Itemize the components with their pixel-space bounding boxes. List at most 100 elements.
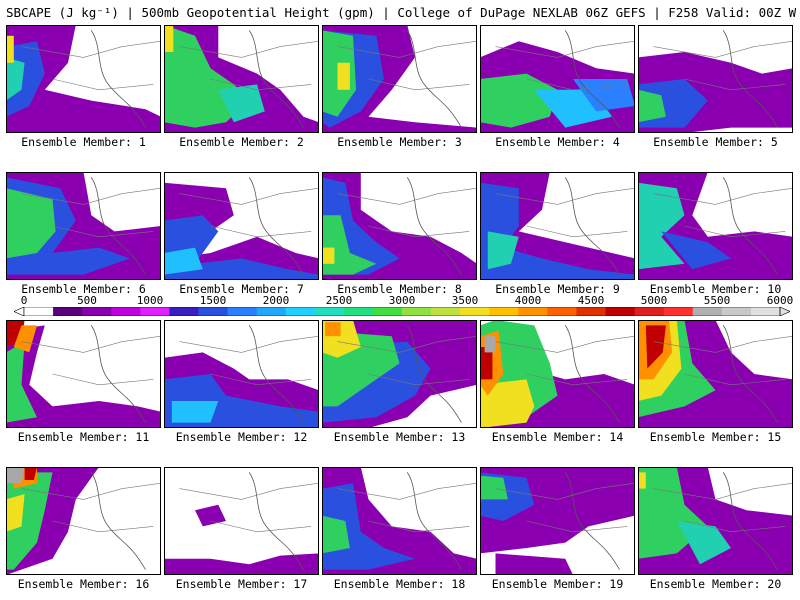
state-border	[368, 373, 470, 386]
cape-shading	[164, 182, 319, 280]
panel-label: Ensemble Member: 3	[337, 135, 462, 149]
colorbar-bin	[431, 307, 461, 316]
colorbar-bin	[169, 307, 199, 316]
ensemble-panel-13: Ensemble Member: 13	[322, 320, 477, 444]
coastline	[90, 177, 146, 275]
cape-map-image	[6, 467, 161, 575]
cape-shading	[480, 475, 508, 500]
cape-shading	[6, 41, 45, 117]
panel-label: Ensemble Member: 5	[653, 135, 778, 149]
cape-shading	[6, 35, 14, 63]
state-border	[210, 225, 312, 238]
coastline	[248, 177, 304, 275]
state-border	[368, 520, 470, 533]
state-border	[653, 335, 793, 353]
ensemble-panel-6: Ensemble Member: 6	[6, 172, 161, 296]
state-border	[495, 335, 635, 353]
coastline	[406, 30, 462, 128]
cape-map-image	[480, 467, 635, 575]
state-border	[495, 187, 635, 205]
panel-frame	[638, 467, 793, 575]
panel-frame	[480, 25, 635, 133]
colorbar-bin	[547, 307, 577, 316]
cape-shading	[195, 504, 226, 527]
ensemble-panel-16: Ensemble Member: 16	[6, 467, 161, 591]
ensemble-panel-1: Ensemble Member: 1	[6, 25, 161, 149]
colorbar-tick-label: 3500	[451, 294, 479, 307]
panel-label: Ensemble Member: 10	[649, 282, 782, 296]
state-border	[337, 335, 477, 353]
cape-shading	[325, 322, 341, 337]
panel-frame	[638, 172, 793, 280]
colorbar-bin	[663, 307, 694, 316]
cape-map-image	[480, 25, 635, 133]
panel-frame	[6, 467, 161, 575]
cape-shading	[322, 247, 335, 264]
panel-label: Ensemble Member: 19	[491, 577, 624, 591]
cape-shading	[676, 521, 731, 565]
ensemble-panel-10: Ensemble Member: 10	[638, 172, 793, 296]
state-border	[52, 78, 154, 91]
colorbar-bin	[140, 307, 170, 316]
state-border	[684, 78, 786, 91]
panel-label: Ensemble Member: 12	[175, 430, 308, 444]
coastline	[406, 472, 462, 570]
cape-shading	[24, 467, 37, 480]
coastline	[722, 472, 778, 570]
panel-label: Ensemble Member: 8	[337, 282, 462, 296]
state-border	[526, 78, 628, 91]
colorbar-tick-label: 4500	[577, 294, 605, 307]
state-border	[684, 225, 786, 238]
panel-frame	[164, 25, 319, 133]
colorbar-bin	[285, 307, 316, 316]
cape-shading	[480, 73, 558, 128]
colorbar-bin	[489, 307, 519, 316]
colorbar-bin	[605, 307, 636, 316]
colorbar-bin	[256, 307, 287, 316]
state-border	[21, 482, 161, 500]
panel-frame	[480, 172, 635, 280]
state-border	[210, 520, 312, 533]
coastline	[90, 325, 146, 423]
colorbar-tick-label: 500	[77, 294, 97, 307]
ensemble-panel-2: Ensemble Member: 2	[164, 25, 319, 149]
coastline	[722, 30, 778, 128]
cape-map-image	[164, 172, 319, 280]
state-border	[653, 187, 793, 205]
cape-shading	[13, 325, 38, 353]
colorbar-tick-label: 1000	[136, 294, 164, 307]
coastline	[564, 325, 620, 423]
cape-shading	[6, 467, 25, 484]
cape-shading	[661, 231, 731, 270]
cape-shading	[6, 494, 25, 532]
panel-label: Ensemble Member: 15	[649, 430, 782, 444]
panel-frame	[6, 25, 161, 133]
cape-shading	[484, 336, 496, 353]
cape-map-image	[638, 467, 793, 575]
colorbar-tick-label: 1500	[199, 294, 227, 307]
state-border	[52, 520, 154, 533]
cape-shading	[480, 182, 635, 280]
panel-frame	[322, 172, 477, 280]
colorbar-bin	[692, 307, 723, 316]
state-border	[368, 78, 470, 91]
colorbar-bin	[460, 307, 490, 316]
panel-frame	[164, 467, 319, 575]
colorbar-tick-label: 5500	[703, 294, 731, 307]
colorbar-tick-label: 6000	[766, 294, 794, 307]
state-border	[684, 373, 786, 386]
state-border	[21, 187, 161, 205]
colorbar-bin	[634, 307, 665, 316]
panel-frame	[480, 467, 635, 575]
state-border	[52, 373, 154, 386]
colorbar-legend: 0 500 1000 1500 2000 2500 3000 3500 4000…	[14, 294, 793, 319]
colorbar-bin	[721, 307, 752, 316]
cape-map-image	[638, 172, 793, 280]
coastline	[722, 177, 778, 275]
colorbar-tick-label: 0	[20, 294, 28, 307]
state-border	[179, 187, 319, 205]
colorbar-tick-label: 4000	[514, 294, 542, 307]
coastline	[248, 30, 304, 128]
panel-label: Ensemble Member: 2	[179, 135, 304, 149]
cape-map-image	[6, 25, 161, 133]
